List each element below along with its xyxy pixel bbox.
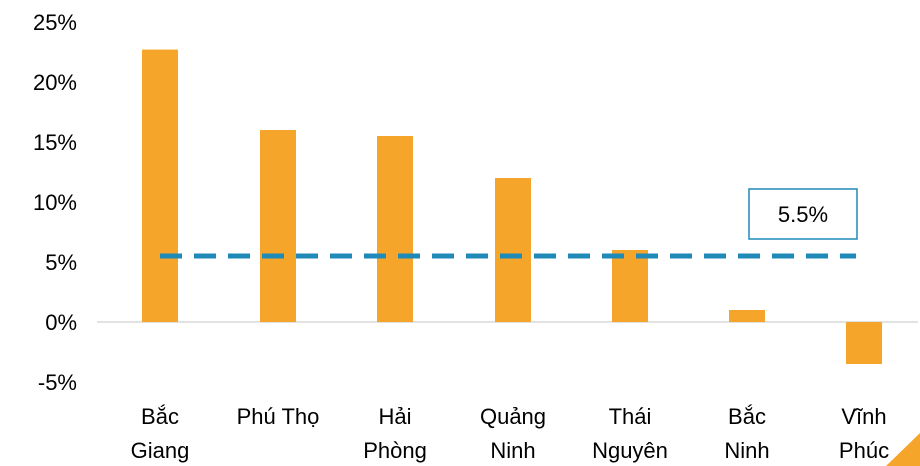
x-category-label: Bắc Giang	[131, 404, 190, 463]
y-tick-label: -5%	[38, 370, 77, 395]
y-tick-label: 15%	[33, 130, 77, 155]
reference-label-box	[748, 188, 858, 240]
y-tick-label: 25%	[33, 10, 77, 35]
bar	[142, 49, 178, 322]
bar	[495, 178, 531, 322]
x-category-label: Quảng Ninh	[480, 404, 546, 463]
bar	[846, 322, 882, 364]
bar	[729, 310, 765, 322]
y-tick-label: 10%	[33, 190, 77, 215]
bar	[260, 130, 296, 322]
x-category-label: Bắc Ninh	[724, 404, 769, 463]
bar	[612, 250, 648, 322]
x-category-label: Hải Phòng	[363, 404, 427, 463]
y-tick-label: 0%	[45, 310, 77, 335]
x-category-label: Phú Thọ	[237, 404, 320, 429]
reference-label: 5.5%	[778, 202, 828, 227]
bar	[377, 136, 413, 322]
x-category-label: Vĩnh Phúc	[839, 404, 889, 463]
x-category-label: Thái Nguyên	[592, 404, 668, 463]
y-tick-label: 5%	[45, 250, 77, 275]
y-tick-label: 20%	[33, 70, 77, 95]
corner-accent-triangle	[886, 433, 920, 466]
